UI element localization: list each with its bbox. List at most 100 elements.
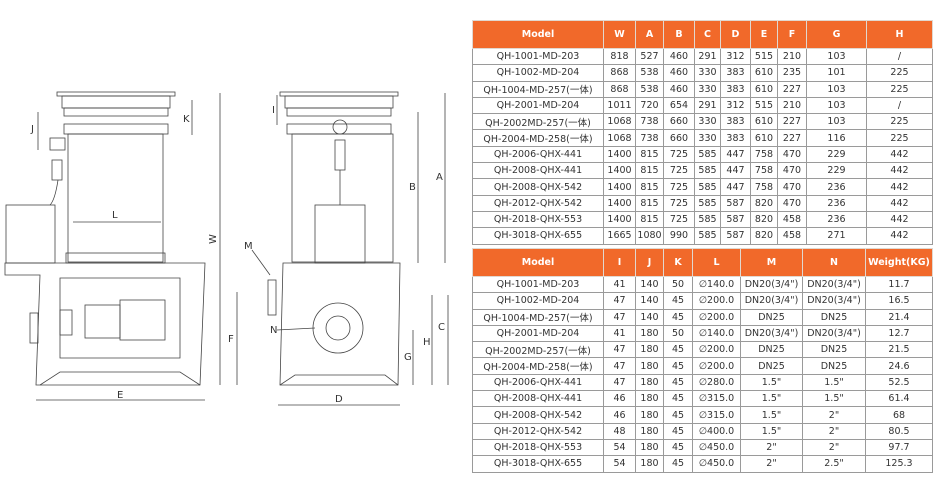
value-cell: 585 bbox=[694, 145, 721, 164]
value-cell: DN25 bbox=[740, 308, 803, 326]
value-cell: 538 bbox=[635, 80, 664, 98]
value-cell: 225 bbox=[866, 64, 933, 82]
value-cell: 180 bbox=[635, 324, 664, 343]
model-cell: QH-2001-MD-204 bbox=[472, 96, 604, 115]
model-cell: QH-1002-MD-204 bbox=[472, 64, 604, 82]
value-cell: 1.5" bbox=[740, 390, 803, 408]
value-cell: 2" bbox=[802, 438, 866, 457]
value-cell: 1.5" bbox=[740, 406, 803, 424]
value-cell: 2" bbox=[802, 406, 866, 424]
value-cell: 45 bbox=[663, 373, 693, 392]
column-header: Model bbox=[472, 248, 604, 277]
value-cell: 820 bbox=[750, 227, 778, 245]
value-cell: 470 bbox=[777, 178, 807, 196]
column-header: C bbox=[694, 20, 721, 49]
value-cell: 1068 bbox=[603, 113, 636, 131]
dim-label-k: K bbox=[183, 114, 190, 125]
value-cell: 820 bbox=[750, 210, 778, 229]
value-cell: 12.7 bbox=[865, 324, 933, 343]
value-cell: 610 bbox=[750, 80, 778, 98]
model-cell: QH-3018-QHX-655 bbox=[472, 455, 604, 473]
value-cell: 1.5" bbox=[740, 373, 803, 392]
value-cell: 54 bbox=[603, 438, 636, 457]
value-cell: DN20(3/4") bbox=[740, 324, 803, 343]
value-cell: 585 bbox=[694, 194, 721, 212]
value-cell: 2" bbox=[802, 422, 866, 440]
value-cell: 180 bbox=[635, 422, 664, 440]
table-row: QH-2004-MD-258(一体) 47 180 45 ∅200.0 DN25 DN25 2… bbox=[472, 357, 933, 375]
value-cell: 470 bbox=[777, 162, 807, 180]
value-cell: DN20(3/4") bbox=[802, 275, 866, 294]
value-cell: DN25 bbox=[802, 341, 866, 359]
model-cell: QH-2018-QHX-553 bbox=[472, 438, 604, 457]
value-cell: 1080 bbox=[635, 227, 664, 245]
model-cell: QH-2004-MD-258(一体) bbox=[472, 129, 604, 147]
value-cell: 587 bbox=[720, 194, 751, 212]
value-cell: 41 bbox=[603, 275, 636, 294]
value-cell: 236 bbox=[806, 178, 867, 196]
value-cell: 180 bbox=[635, 357, 664, 375]
value-cell: 47 bbox=[603, 373, 636, 392]
model-cell: QH-2012-QHX-542 bbox=[472, 422, 604, 440]
value-cell: 1400 bbox=[603, 162, 636, 180]
value-cell: 738 bbox=[635, 129, 664, 147]
value-cell: 442 bbox=[866, 227, 933, 245]
value-cell: 868 bbox=[603, 64, 636, 82]
value-cell: 312 bbox=[720, 96, 751, 115]
value-cell: 587 bbox=[720, 210, 751, 229]
value-cell: 815 bbox=[635, 178, 664, 196]
value-cell: 227 bbox=[777, 80, 807, 98]
value-cell: 660 bbox=[663, 113, 695, 131]
value-cell: 1400 bbox=[603, 145, 636, 164]
value-cell: 725 bbox=[663, 194, 695, 212]
value-cell: 271 bbox=[806, 227, 867, 245]
value-cell: ∅200.0 bbox=[692, 357, 741, 375]
value-cell: 61.4 bbox=[865, 390, 933, 408]
value-cell: 815 bbox=[635, 210, 664, 229]
value-cell: 654 bbox=[663, 96, 695, 115]
column-header: J bbox=[635, 248, 664, 277]
value-cell: 140 bbox=[635, 308, 664, 326]
value-cell: 45 bbox=[663, 406, 693, 424]
value-cell: 725 bbox=[663, 162, 695, 180]
value-cell: 227 bbox=[777, 129, 807, 147]
connections-weight-table: Model I J K L M N Weight(KG) QH-1001-MD-203 41 140… bbox=[472, 248, 933, 473]
table-row: QH-2012-QHX-542 48 180 45 ∅400.0 1.5" 2" 80.5 bbox=[472, 422, 933, 440]
value-cell: 818 bbox=[603, 47, 636, 66]
value-cell: 660 bbox=[663, 129, 695, 147]
value-cell: 725 bbox=[663, 145, 695, 164]
value-cell: 442 bbox=[866, 145, 933, 164]
value-cell: 2.5" bbox=[802, 455, 866, 473]
value-cell: 291 bbox=[694, 96, 721, 115]
model-cell: QH-2008-QHX-542 bbox=[472, 178, 604, 196]
value-cell: 229 bbox=[806, 145, 867, 164]
model-cell: QH-2001-MD-204 bbox=[472, 324, 604, 343]
dim-label-j: J bbox=[30, 124, 34, 135]
column-header: D bbox=[720, 20, 751, 49]
value-cell: ∅450.0 bbox=[692, 438, 741, 457]
value-cell: 447 bbox=[720, 178, 751, 196]
column-header: N bbox=[802, 248, 866, 277]
dim-label-c: C bbox=[438, 322, 445, 333]
table-row: QH-1002-MD-204 868 538 460 330 383 610 235 101 22… bbox=[472, 64, 933, 82]
dim-label-h: H bbox=[423, 337, 431, 348]
value-cell: ∅315.0 bbox=[692, 390, 741, 408]
dim-label-e: E bbox=[117, 390, 123, 401]
value-cell: 515 bbox=[750, 47, 778, 66]
value-cell: 103 bbox=[806, 96, 867, 115]
value-cell: 758 bbox=[750, 178, 778, 196]
value-cell: 41 bbox=[603, 324, 636, 343]
column-header: W bbox=[603, 20, 636, 49]
dim-label-i: I bbox=[272, 105, 275, 116]
column-header: E bbox=[750, 20, 778, 49]
value-cell: 720 bbox=[635, 96, 664, 115]
model-cell: QH-2002MD-257(一体) bbox=[472, 113, 604, 131]
value-cell: 45 bbox=[663, 390, 693, 408]
value-cell: 330 bbox=[694, 113, 721, 131]
value-cell: 21.5 bbox=[865, 341, 933, 359]
value-cell: 820 bbox=[750, 194, 778, 212]
table-row: QH-1001-MD-203 818 527 460 291 312 515 210 103/ bbox=[472, 47, 933, 66]
value-cell: 46 bbox=[603, 406, 636, 424]
value-cell: DN25 bbox=[740, 357, 803, 375]
value-cell: 610 bbox=[750, 129, 778, 147]
